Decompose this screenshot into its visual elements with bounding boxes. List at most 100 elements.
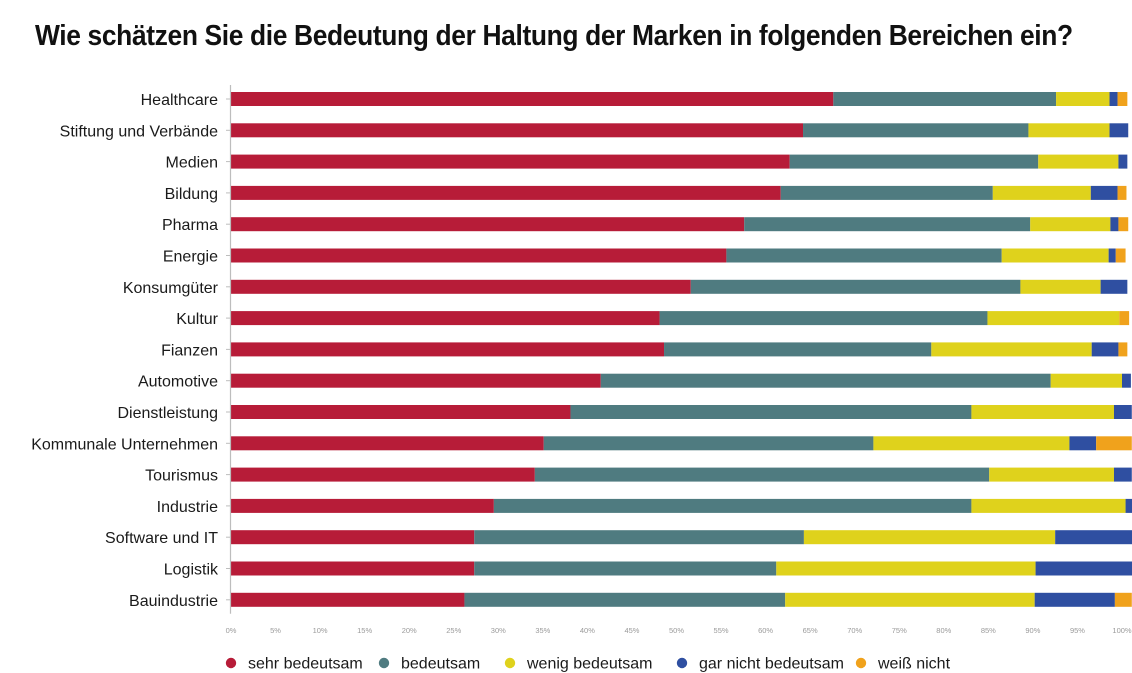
bar-kommunale-unternehmen-gar-nicht-bedeutsam	[1069, 436, 1097, 451]
bar-pharma-bedeutsam	[744, 217, 1031, 232]
bar-industrie-bedeutsam	[493, 498, 972, 513]
bar-industrie-wenig-bedeutsam	[971, 498, 1126, 513]
legend-label: gar nicht bedeutsam	[699, 656, 844, 673]
bar-fianzen-gar-nicht-bedeutsam	[1091, 342, 1119, 357]
legend-item-wenig-bedeutsam: wenig bedeutsam	[504, 656, 652, 673]
bar-healthcare-wenig-bedeutsam	[1056, 92, 1110, 106]
bar-bildung-weiss-nicht	[1117, 185, 1127, 200]
bar-kommunale-unternehmen-bedeutsam	[543, 436, 874, 451]
legend-label: sehr bedeutsam	[248, 656, 363, 673]
bar-energie-sehr-bedeutsam	[231, 248, 727, 263]
bar-konsumgueter-gar-nicht-bedeutsam	[1100, 279, 1128, 294]
bar-software-und-it-gar-nicht-bedeutsam	[1055, 530, 1132, 545]
bar-bauindustrie-weiss-nicht	[1114, 592, 1132, 607]
bar-konsumgueter-bedeutsam	[690, 279, 1021, 294]
x-tick-labels: 0% 5% 10% 15% 20% 25% 30% 35% 40% 45% 50% 55% 60% 65%…	[226, 626, 1132, 635]
bar-stiftung-und-verbaende-gar-nicht-bedeutsam	[1109, 123, 1129, 138]
bar-pharma-gar-nicht-bedeutsam	[1110, 217, 1119, 232]
x-tick-label: 100%	[1112, 626, 1132, 635]
bar-energie-bedeutsam	[726, 248, 1002, 263]
chart-title: Wie schätzen Sie die Bedeutung der Haltu…	[35, 20, 1073, 52]
legend-label: wenig bedeutsam	[526, 656, 652, 673]
category-label-automotive: Automotive	[138, 374, 218, 391]
x-tick-label: 95%	[1070, 626, 1085, 635]
category-label-industrie: Industrie	[157, 499, 218, 516]
x-tick-label: 25%	[446, 626, 461, 635]
bar-bildung-sehr-bedeutsam	[231, 185, 781, 200]
bar-bildung-bedeutsam	[780, 185, 993, 200]
category-label-kommunale-unternehmen: Kommunale Unternehmen	[31, 436, 218, 453]
x-tick-label: 60%	[758, 626, 773, 635]
legend-marker	[504, 657, 516, 669]
bar-bauindustrie-sehr-bedeutsam	[231, 592, 465, 607]
x-tick-label: 50%	[669, 626, 684, 635]
legend-label: bedeutsam	[401, 656, 480, 673]
category-label-software-und-it: Software und IT	[105, 530, 218, 547]
legend: sehr bedeutsam bedeutsam wenig bedeutsam ga…	[225, 656, 951, 673]
legend-marker	[225, 657, 237, 669]
bar-medien-gar-nicht-bedeutsam	[1118, 154, 1128, 169]
bar-dienstleistung-gar-nicht-bedeutsam	[1113, 405, 1132, 419]
bar-pharma-wenig-bedeutsam	[1030, 217, 1111, 232]
bar-automotive-bedeutsam	[600, 373, 1051, 388]
bar-fianzen-wenig-bedeutsam	[931, 342, 1092, 357]
bar-pharma-sehr-bedeutsam	[231, 217, 745, 232]
legend-marker	[855, 657, 867, 669]
category-label-logistik: Logistik	[164, 562, 219, 579]
category-label-stiftung-und-verbaende: Stiftung und Verbände	[60, 123, 218, 140]
bar-software-und-it-wenig-bedeutsam	[803, 530, 1056, 545]
category-label-bauindustrie: Bauindustrie	[129, 593, 218, 610]
x-tick-label: 0%	[226, 626, 237, 635]
category-label-kultur: Kultur	[176, 311, 218, 328]
bar-energie-weiss-nicht	[1115, 248, 1126, 263]
bar-healthcare-weiss-nicht	[1117, 92, 1128, 106]
x-tick-label: 15%	[357, 626, 372, 635]
bar-software-und-it-bedeutsam	[474, 530, 804, 545]
axis-layer	[226, 85, 232, 614]
bar-konsumgueter-wenig-bedeutsam	[1020, 279, 1101, 294]
bar-automotive-sehr-bedeutsam	[231, 373, 601, 388]
bar-healthcare-bedeutsam	[833, 92, 1057, 106]
legend-item-weiss-nicht: weiß nicht	[855, 656, 951, 673]
x-tick-label: 85%	[981, 626, 996, 635]
bar-fianzen-sehr-bedeutsam	[231, 342, 665, 357]
bar-logistik-sehr-bedeutsam	[231, 561, 475, 576]
bar-medien-bedeutsam	[789, 154, 1039, 169]
legend-marker	[676, 657, 688, 669]
bar-kultur-wenig-bedeutsam	[987, 311, 1120, 326]
bar-industrie-sehr-bedeutsam	[231, 498, 494, 513]
legend-item-sehr-bedeutsam: sehr bedeutsam	[225, 656, 363, 673]
bar-medien-wenig-bedeutsam	[1038, 154, 1119, 169]
x-tick-label: 10%	[313, 626, 328, 635]
bar-bauindustrie-bedeutsam	[464, 592, 786, 607]
bar-automotive-wenig-bedeutsam	[1050, 373, 1122, 388]
x-tick-label: 70%	[847, 626, 862, 635]
legend-marker	[378, 657, 390, 669]
x-tick-label: 40%	[580, 626, 595, 635]
legend-item-bedeutsam: bedeutsam	[378, 656, 480, 673]
bar-stiftung-und-verbaende-sehr-bedeutsam	[231, 123, 804, 138]
category-label-healthcare: Healthcare	[141, 92, 218, 109]
x-tick-label: 5%	[270, 626, 281, 635]
category-label-konsumgueter: Konsumgüter	[123, 280, 219, 297]
bar-medien-sehr-bedeutsam	[231, 154, 790, 169]
x-tick-label: 75%	[892, 626, 907, 635]
bar-energie-wenig-bedeutsam	[1001, 248, 1109, 263]
bar-tourismus-bedeutsam	[534, 467, 990, 482]
category-label-pharma: Pharma	[162, 217, 218, 234]
bar-energie-gar-nicht-bedeutsam	[1108, 248, 1116, 263]
bar-fianzen-bedeutsam	[664, 342, 932, 357]
bar-dienstleistung-sehr-bedeutsam	[231, 405, 571, 419]
bars-layer	[231, 92, 1132, 607]
bar-stiftung-und-verbaende-wenig-bedeutsam	[1028, 123, 1110, 138]
bar-logistik-bedeutsam	[474, 561, 777, 576]
bar-kultur-bedeutsam	[659, 311, 988, 326]
bar-bauindustrie-gar-nicht-bedeutsam	[1034, 592, 1115, 607]
legend-label: weiß nicht	[877, 656, 951, 673]
bar-pharma-weiss-nicht	[1118, 217, 1129, 232]
x-tick-label: 45%	[624, 626, 639, 635]
bar-bildung-gar-nicht-bedeutsam	[1090, 185, 1118, 200]
bar-dienstleistung-wenig-bedeutsam	[971, 405, 1114, 419]
category-label-tourismus: Tourismus	[145, 468, 218, 485]
